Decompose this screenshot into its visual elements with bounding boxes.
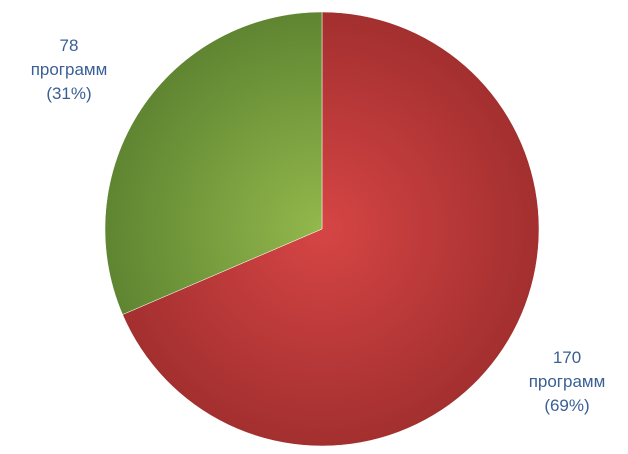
slice-label-programs-78: 78 программ (31%) [14, 34, 124, 106]
pie-slice-78 [104, 11, 323, 315]
slice-label-unit: программ [30, 60, 108, 79]
slice-label-value: 78 [59, 36, 79, 55]
slice-label-percent: (69%) [544, 396, 590, 415]
slice-label-programs-170: 170 программ (69%) [512, 346, 622, 418]
slice-label-percent: (31%) [46, 84, 92, 103]
pie-slices [104, 11, 540, 447]
slice-label-unit: программ [528, 372, 606, 391]
pie-slice-170 [122, 11, 540, 447]
slice-label-value: 170 [552, 348, 582, 367]
